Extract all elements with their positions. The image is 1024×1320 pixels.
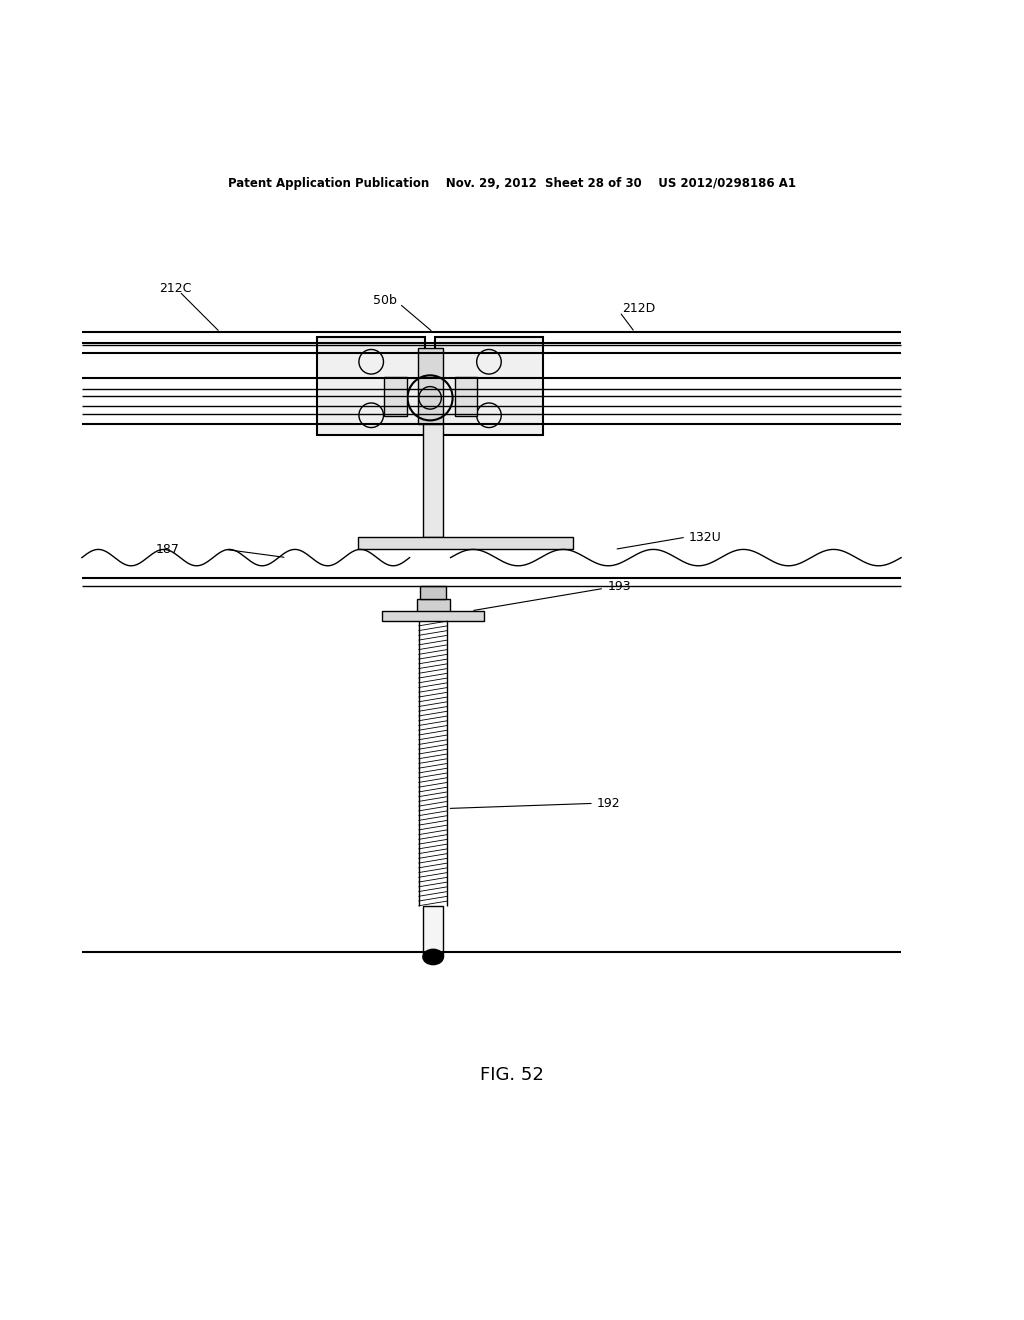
- Ellipse shape: [423, 949, 443, 965]
- Text: 132U: 132U: [689, 531, 722, 544]
- Text: 187: 187: [156, 543, 179, 556]
- Bar: [455, 378, 477, 416]
- Text: 193: 193: [607, 579, 631, 593]
- Bar: [317, 338, 425, 434]
- Bar: [417, 598, 450, 619]
- Bar: [435, 338, 543, 434]
- Text: 212C: 212C: [159, 281, 191, 294]
- Bar: [384, 378, 407, 416]
- Bar: [423, 425, 443, 537]
- Bar: [382, 611, 484, 622]
- Text: 192: 192: [597, 797, 621, 810]
- Text: FIG. 52: FIG. 52: [480, 1065, 544, 1084]
- Text: 50b: 50b: [374, 294, 397, 308]
- Text: Patent Application Publication    Nov. 29, 2012  Sheet 28 of 30    US 2012/02981: Patent Application Publication Nov. 29, …: [228, 177, 796, 190]
- Text: 212D: 212D: [623, 302, 655, 315]
- Bar: [423, 906, 443, 957]
- Bar: [420, 586, 446, 598]
- Bar: [418, 347, 443, 425]
- Bar: [358, 537, 573, 549]
